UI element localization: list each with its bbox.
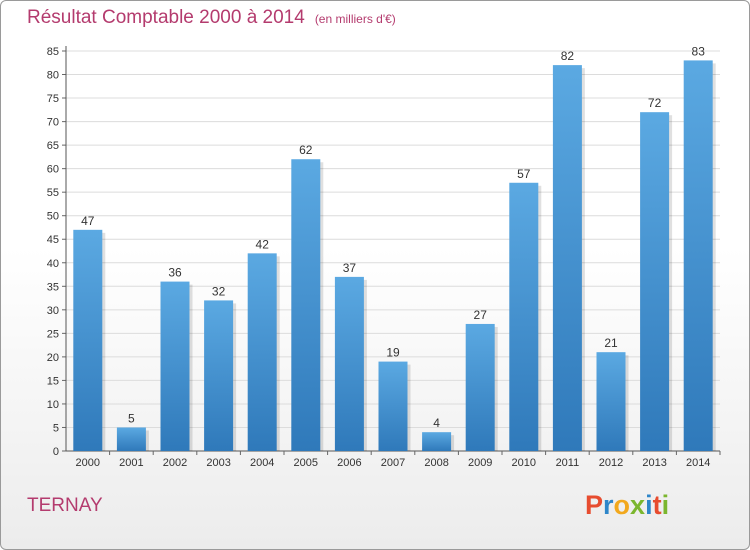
bar — [596, 352, 626, 451]
y-tick-label: 75 — [47, 93, 59, 105]
logo-letter: i — [645, 490, 653, 520]
data-label: 21 — [604, 336, 618, 350]
y-tick-label: 85 — [47, 46, 59, 58]
bar — [465, 323, 495, 451]
x-tick-label: 2011 — [556, 457, 580, 469]
y-tick-label: 20 — [47, 352, 59, 364]
data-label: 32 — [212, 284, 226, 298]
data-label: 5 — [128, 411, 135, 425]
data-label: 47 — [81, 214, 95, 228]
bar — [160, 281, 190, 451]
data-label: 37 — [343, 261, 357, 275]
y-tick-label: 55 — [47, 187, 59, 199]
data-label: 27 — [474, 308, 488, 322]
x-tick-label: 2001 — [119, 457, 143, 469]
x-tick-label: 2000 — [76, 457, 100, 469]
logo-letter: t — [652, 490, 662, 520]
x-tick-label: 2012 — [599, 457, 623, 469]
y-tick-label: 30 — [47, 305, 59, 317]
y-tick-label: 50 — [47, 211, 59, 223]
data-label: 82 — [561, 49, 575, 63]
y-tick-label: 70 — [47, 117, 59, 129]
proxiti-logo: Proxiti — [585, 490, 669, 521]
y-tick-label: 0 — [53, 446, 59, 458]
chart-subtitle: (en milliers d'€) — [314, 12, 396, 26]
logo-letter: r — [603, 490, 614, 520]
data-label: 4 — [433, 416, 440, 430]
commune-name: TERNAY — [27, 495, 103, 516]
bar — [73, 229, 103, 451]
bar — [683, 60, 713, 451]
data-label: 83 — [692, 44, 706, 58]
bar — [552, 65, 582, 451]
logo-letter: i — [661, 490, 670, 520]
y-tick-label: 45 — [47, 234, 59, 246]
data-label: 42 — [256, 237, 270, 251]
data-label: 72 — [648, 96, 662, 110]
y-tick-label: 10 — [47, 399, 59, 411]
y-tick-label: 15 — [47, 375, 59, 387]
bar — [378, 361, 408, 451]
bar — [204, 300, 234, 451]
chart-title: Résultat Comptable 2000 à 2014 — [27, 7, 305, 28]
logo-letter: P — [585, 490, 604, 520]
x-tick-label: 2013 — [642, 457, 666, 469]
x-tick-label: 2004 — [250, 457, 274, 469]
bar — [291, 159, 321, 451]
bar — [422, 432, 452, 451]
x-tick-label: 2005 — [294, 457, 318, 469]
y-tick-label: 5 — [53, 422, 59, 434]
bar — [640, 112, 670, 452]
y-tick-label: 25 — [47, 328, 59, 340]
logo-letter: o — [613, 490, 631, 520]
bar — [334, 276, 364, 451]
bar — [116, 427, 146, 451]
data-label: 19 — [386, 346, 400, 360]
x-tick-label: 2010 — [512, 457, 536, 469]
x-tick-label: 2006 — [337, 457, 361, 469]
x-tick-label: 2003 — [206, 457, 230, 469]
y-tick-label: 40 — [47, 258, 59, 270]
x-tick-label: 2007 — [381, 457, 405, 469]
x-tick-label: 2002 — [163, 457, 187, 469]
x-tick-label: 2014 — [686, 457, 710, 469]
data-label: 57 — [517, 167, 531, 181]
bar — [247, 253, 277, 451]
x-tick-label: 2008 — [424, 457, 448, 469]
y-tick-label: 65 — [47, 140, 59, 152]
y-tick-label: 35 — [47, 281, 59, 293]
logo-letter: x — [630, 490, 646, 520]
y-tick-label: 60 — [47, 164, 59, 176]
chart-header: Résultat Comptable 2000 à 2014 (en millie… — [27, 7, 396, 29]
x-tick-label: 2009 — [468, 457, 492, 469]
data-label: 62 — [299, 143, 313, 157]
data-label: 36 — [168, 266, 182, 280]
bar — [509, 182, 539, 451]
y-tick-label: 80 — [47, 70, 59, 82]
